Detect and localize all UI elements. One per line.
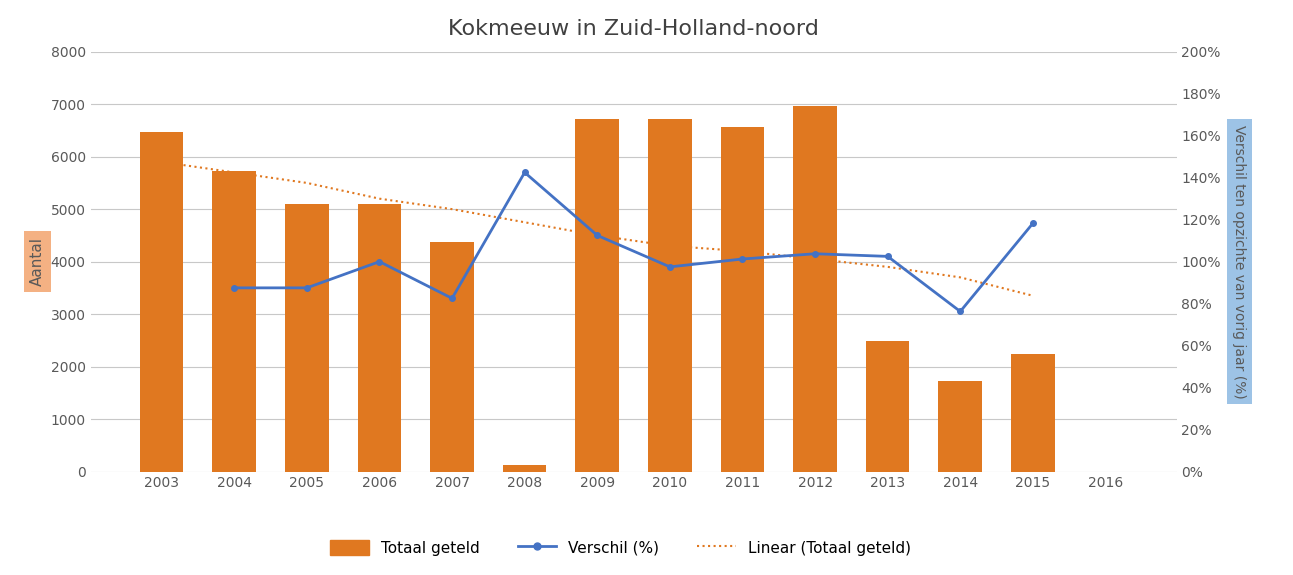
Bar: [939, 381, 983, 472]
Bar: [284, 205, 328, 471]
Bar: [503, 465, 547, 471]
Bar: [575, 119, 619, 471]
Bar: [720, 126, 764, 472]
Bar: [1011, 355, 1055, 471]
Title: Kokmeeuw in Zuid-Holland-noord: Kokmeeuw in Zuid-Holland-noord: [449, 19, 818, 39]
Bar: [866, 342, 909, 472]
Bar: [648, 119, 692, 471]
Bar: [794, 106, 837, 471]
Bar: [358, 205, 401, 471]
Bar: [140, 132, 184, 472]
Y-axis label: Verschil ten opzichte van vorig jaar (%): Verschil ten opzichte van vorig jaar (%): [1232, 125, 1246, 398]
Bar: [431, 242, 473, 472]
Bar: [212, 171, 256, 472]
Y-axis label: Aantal: Aantal: [30, 237, 45, 286]
Legend: Totaal geteld, Verschil (%), Linear (Totaal geteld): Totaal geteld, Verschil (%), Linear (Tot…: [325, 534, 917, 562]
